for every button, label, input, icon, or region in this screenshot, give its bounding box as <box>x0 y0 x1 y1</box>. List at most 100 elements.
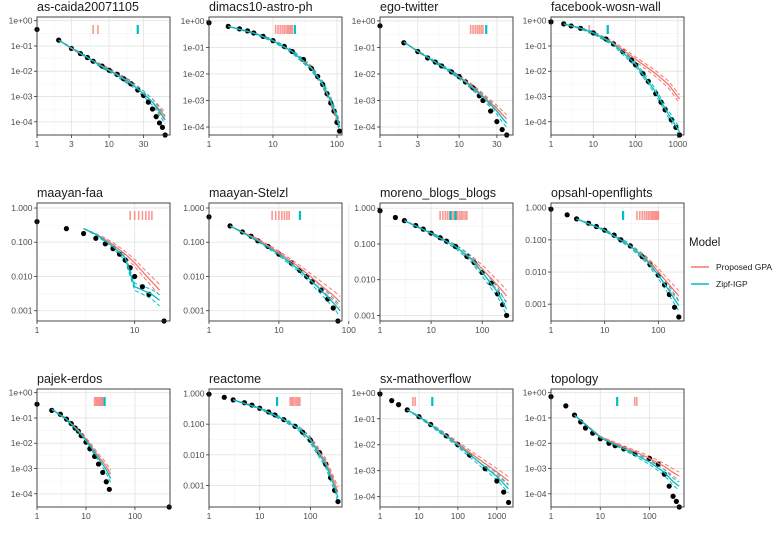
y-tick-label: 1e-01 <box>525 41 547 51</box>
x-tick-label: 1 <box>549 511 554 521</box>
data-point <box>63 226 70 232</box>
data-point <box>574 216 580 222</box>
facet-panel: maayan-faa 1 10 1.000 0.100 0.010 0.001 <box>11 186 171 335</box>
data-point <box>670 493 676 499</box>
x-tick-label: 1 <box>35 325 40 335</box>
panel-border <box>379 16 514 136</box>
data-point <box>103 479 109 485</box>
igp-fit-line <box>403 41 508 124</box>
data-point <box>116 251 123 257</box>
panel-border <box>550 16 685 136</box>
y-tick-label: 1e+00 <box>181 16 205 26</box>
gpa-fit-line <box>574 414 680 477</box>
y-tick-label: 0.010 <box>354 275 376 285</box>
facet-panel: dimacs10-astro-ph 1 10 100 1e+00 1e-01 1e-02 1e… <box>181 0 345 149</box>
y-tick-label: 0.010 <box>183 450 205 460</box>
panel-title: opsahl-openflights <box>551 186 652 200</box>
x-tick-label: 1 <box>207 139 212 149</box>
x-tick-label: 10 <box>255 511 265 521</box>
data-point <box>395 402 402 408</box>
data-point <box>221 394 227 400</box>
x-tick-label: 10 <box>104 139 114 149</box>
x-tick-label: 1000 <box>668 139 687 149</box>
y-tick-label: 1e-01 <box>11 41 33 51</box>
panel-title: maayan-Stelzl <box>209 186 288 200</box>
gpa-interval-line <box>58 39 166 113</box>
x-tick-label: 1 <box>35 139 40 149</box>
panel-title: maayan-faa <box>37 186 103 200</box>
y-tick-label: 1e-04 <box>11 489 33 499</box>
x-tick-label: 30 <box>139 139 149 149</box>
data-point <box>335 498 341 505</box>
x-tick-label: 100 <box>628 139 642 149</box>
data-point <box>227 223 233 229</box>
x-tick-label: 1 <box>549 325 554 335</box>
igp-fit-line <box>406 409 510 490</box>
data-point <box>563 403 569 409</box>
y-tick-label: 1e-04 <box>354 122 376 132</box>
y-tick-label: 1e-02 <box>525 66 547 76</box>
x-tick-label: 10 <box>130 325 140 335</box>
data-point <box>149 106 156 112</box>
igp-fit-line <box>229 225 341 312</box>
data-point <box>145 99 151 105</box>
data-point <box>582 425 589 431</box>
panel-border <box>208 16 343 136</box>
data-point <box>225 23 231 29</box>
igp-interval-line <box>58 39 166 125</box>
panel-background <box>37 389 170 507</box>
igp-interval-line <box>574 414 680 491</box>
panel-background <box>380 17 513 135</box>
panel-border <box>550 202 685 322</box>
y-tick-label: 1e-04 <box>354 492 376 502</box>
data-point <box>671 304 678 310</box>
y-tick-label: 0.100 <box>183 237 205 247</box>
x-tick-label: 100 <box>651 325 665 335</box>
y-tick-label: 1e-02 <box>525 438 547 448</box>
x-tick-label: 1 <box>207 511 212 521</box>
panel-title: facebook-wosn-wall <box>551 0 661 14</box>
y-tick-label: 0.100 <box>11 237 33 247</box>
data-point <box>389 398 395 404</box>
x-tick-label: 30 <box>492 139 502 149</box>
panel-title: pajek-erdos <box>37 372 102 386</box>
legend-title: Model <box>689 237 720 249</box>
y-tick-label: 1e-03 <box>354 466 376 476</box>
x-tick-label: 100 <box>128 511 142 521</box>
igp-fit-line <box>228 25 341 128</box>
data-point <box>49 407 55 413</box>
x-tick-label: 10 <box>596 511 606 521</box>
igp-fit-line <box>51 408 112 479</box>
legend-item-label: Zipf-IGP <box>716 279 748 289</box>
gpa-interval-line <box>563 23 680 96</box>
y-tick-label: 1e-02 <box>183 69 205 79</box>
y-tick-label: 1e-02 <box>354 69 376 79</box>
data-point <box>494 118 500 125</box>
y-tick-label: 0.010 <box>525 267 547 277</box>
facet-panel: pajek-erdos 1 10 100 1e+00 1e-01 1e-02 1e-03 1e-… <box>9 372 172 521</box>
facet-panel: reactome 1 10 100 1.000 0.100 0.010 0.001 <box>183 372 343 521</box>
y-tick-label: 1.000 <box>11 203 33 213</box>
data-point <box>392 214 398 221</box>
y-tick-label: 1e-04 <box>525 489 547 499</box>
facet-panel: ego-twitter 1 3 10 30 1e+00 1e-01 1e-02 1e-03 1e-… <box>352 0 514 149</box>
y-tick-label: 1e-03 <box>11 92 33 102</box>
data-point <box>487 108 494 114</box>
facet-panel: sx-mathoverflow 1 10 100 1000 1e+00 1e-01 1e-02… <box>352 372 514 521</box>
y-tick-label: 1e-01 <box>354 414 376 424</box>
panel-background <box>209 389 342 507</box>
y-tick-label: 1e-03 <box>183 95 205 105</box>
x-tick-label: 10 <box>268 139 278 149</box>
data-point <box>676 314 682 320</box>
y-tick-label: 1e-04 <box>525 117 547 127</box>
panel-border <box>550 388 685 508</box>
x-tick-label: 1 <box>378 139 383 149</box>
panel-background <box>551 203 684 321</box>
x-tick-label: 10 <box>589 139 599 149</box>
y-tick-label: 1e+00 <box>9 388 33 398</box>
data-point <box>330 305 336 311</box>
igp-fit-line <box>232 399 339 498</box>
facet-panel: facebook-wosn-wall 1 10 100 1000 1e+00 1e-01 1e… <box>523 0 688 149</box>
data-point <box>156 120 163 126</box>
